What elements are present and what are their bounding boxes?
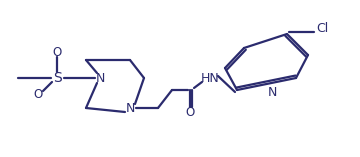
Text: N: N — [125, 101, 135, 114]
Text: S: S — [53, 71, 61, 85]
Text: N: N — [95, 71, 105, 84]
Text: HN: HN — [201, 71, 219, 84]
Text: O: O — [52, 46, 62, 59]
Text: O: O — [33, 89, 42, 101]
Text: N: N — [267, 86, 277, 98]
Text: O: O — [185, 106, 195, 119]
Text: Cl: Cl — [316, 22, 328, 35]
